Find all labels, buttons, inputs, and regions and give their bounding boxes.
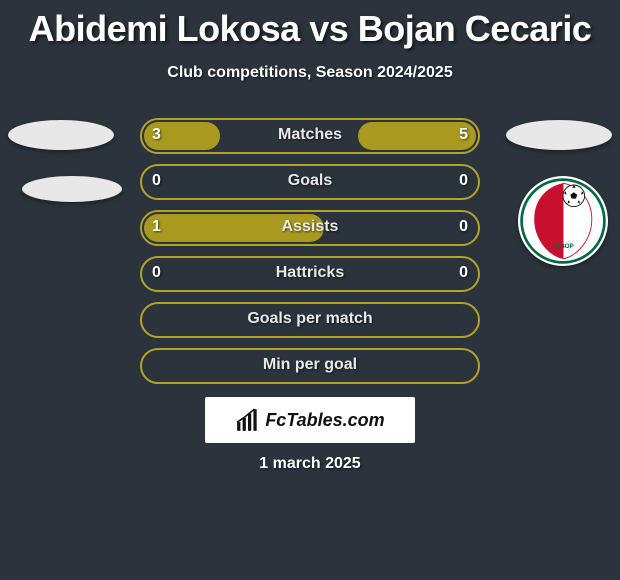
stat-label: Goals per match bbox=[140, 310, 480, 328]
comparison-rows: 35Matches00Goals10Assists00Hattricks Goal… bbox=[0, 118, 620, 394]
page-subtitle: Club competitions, Season 2024/2025 bbox=[0, 64, 620, 82]
footer-date: 1 march 2025 bbox=[0, 455, 620, 473]
stat-row: Goals per match bbox=[0, 302, 620, 348]
stat-row: Min per goal bbox=[0, 348, 620, 394]
fctables-watermark: FcTables.com bbox=[205, 397, 415, 443]
fctables-label: FcTables.com bbox=[265, 410, 384, 431]
stat-label: Matches bbox=[140, 126, 480, 144]
stat-row: 10Assists bbox=[0, 210, 620, 256]
stats-bars-icon bbox=[235, 407, 261, 433]
stat-label: Hattricks bbox=[140, 264, 480, 282]
stat-label: Goals bbox=[140, 172, 480, 190]
stat-row: 00Hattricks bbox=[0, 256, 620, 302]
page-title: Abidemi Lokosa vs Bojan Cecaric bbox=[0, 0, 620, 50]
stat-label: Assists bbox=[140, 218, 480, 236]
stat-row: 35Matches bbox=[0, 118, 620, 164]
stat-label: Min per goal bbox=[140, 356, 480, 374]
stat-row: 00Goals bbox=[0, 164, 620, 210]
